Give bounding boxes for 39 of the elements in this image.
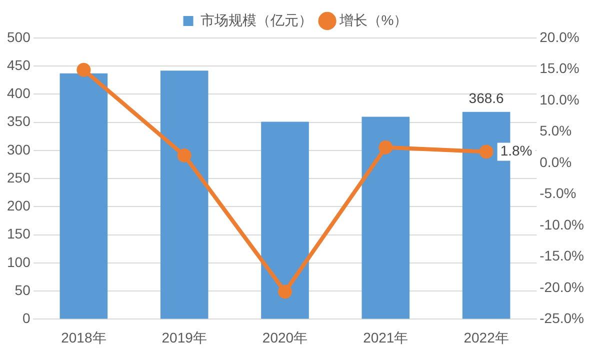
legend-label: 增长（%） — [338, 12, 408, 28]
point — [378, 140, 393, 154]
point — [76, 62, 91, 77]
x-tick-label: 2021年 — [363, 329, 408, 346]
y-tick-label: 500 — [7, 28, 31, 45]
y2-tick-label: -20.0% — [540, 278, 584, 295]
y2-tick-label: -15.0% — [540, 248, 584, 264]
y-tick-label: 400 — [7, 85, 31, 102]
y2-tick-label: 15.0% — [540, 60, 580, 76]
y2-tick-label: -10.0% — [540, 216, 584, 232]
y2-tick-label: -5.0% — [540, 185, 576, 202]
y-tick-label: 300 — [7, 141, 31, 158]
y-tick-label: 0 — [22, 310, 31, 326]
bar — [362, 116, 410, 319]
y2-tick-label: -25.0% — [540, 310, 584, 326]
data-label: 1.8% — [500, 142, 532, 159]
point — [177, 148, 192, 162]
y2-tick-label: 10.0% — [540, 91, 580, 108]
point — [278, 284, 292, 299]
y-tick-label: 450 — [7, 56, 31, 73]
x-tick-label: 2018年 — [61, 329, 106, 346]
y-tick-label: 250 — [7, 169, 31, 186]
x-tick-label: 2022年 — [464, 329, 509, 346]
data-label: 368.6 — [468, 90, 504, 106]
y-tick-label: 150 — [7, 226, 31, 242]
bar — [60, 73, 108, 319]
y2-tick-label: 20.0% — [540, 28, 580, 45]
point — [479, 144, 494, 159]
bar — [160, 70, 208, 319]
bar — [261, 122, 309, 319]
legend-label: 市场规模（亿元） — [200, 12, 312, 28]
y-tick-label: 350 — [7, 113, 31, 130]
y2-tick-label: 5.0% — [540, 122, 572, 139]
x-tick-label: 2020年 — [262, 329, 308, 346]
x-tick-label: 2019年 — [162, 329, 207, 346]
y-tick-label: 50 — [14, 282, 31, 298]
y2-tick-label: 0.0% — [540, 154, 572, 170]
y-tick-label: 200 — [7, 198, 31, 214]
y-tick-label: 100 — [7, 254, 31, 270]
